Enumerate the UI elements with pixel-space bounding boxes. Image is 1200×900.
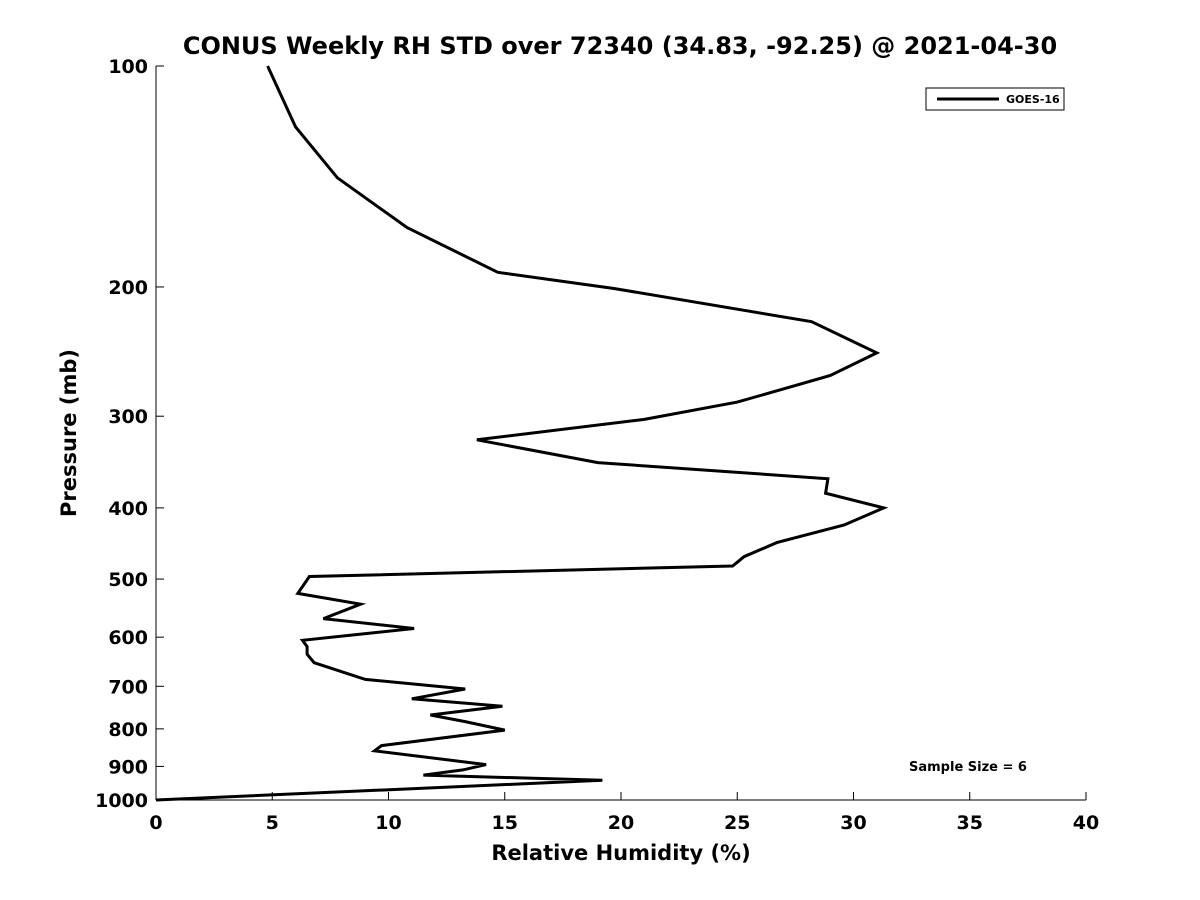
plot-axes (155, 66, 1086, 801)
y-axis-label: Pressure (mb) (57, 349, 81, 517)
x-tick-label: 5 (266, 812, 279, 834)
x-axis-ticks: 0 5 10 15 20 25 30 35 40 (149, 792, 1099, 834)
chart-title: CONUS Weekly RH STD over 72340 (34.83, -… (183, 32, 1057, 60)
y-tick-label: 500 (108, 569, 148, 591)
series-layer (155, 65, 889, 802)
x-tick-label: 10 (375, 812, 401, 834)
x-tick-label: 35 (957, 812, 983, 834)
sample-size-annotation: Sample Size = 6 (909, 760, 1027, 775)
x-tick-label: 30 (840, 812, 866, 834)
y-tick-label: 900 (108, 756, 148, 778)
legend: GOES-16 (925, 87, 1065, 111)
x-tick-label: 25 (724, 812, 750, 834)
y-tick-label: 800 (108, 719, 148, 741)
y-tick-label: 100 (108, 56, 148, 78)
y-tick-label: 300 (108, 406, 148, 428)
x-tick-label: 0 (149, 812, 162, 834)
y-tick-label: 700 (108, 676, 148, 698)
series-line-goes-16 (155, 65, 889, 802)
y-tick-label: 400 (108, 498, 148, 520)
y-axis-ticks: 100 200 300 400 500 600 700 800 900 1000 (95, 56, 164, 812)
y-tick-label: 1000 (95, 790, 148, 812)
legend-label-goes-16: GOES-16 (1006, 93, 1060, 106)
x-tick-label: 15 (492, 812, 518, 834)
y-tick-label: 600 (108, 627, 148, 649)
x-tick-label: 20 (608, 812, 634, 834)
y-tick-label: 200 (108, 277, 148, 299)
x-axis-label: Relative Humidity (%) (491, 841, 750, 865)
x-tick-label: 40 (1073, 812, 1099, 834)
